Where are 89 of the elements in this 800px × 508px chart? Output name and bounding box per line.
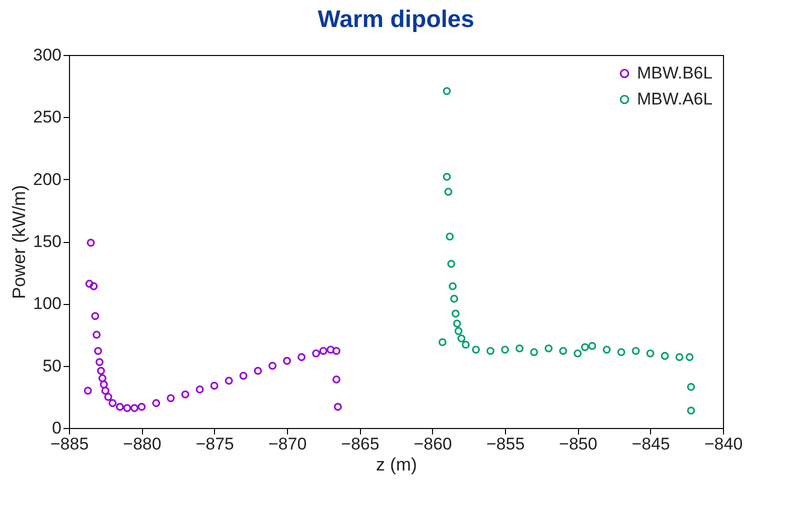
point	[686, 353, 694, 362]
point	[448, 282, 457, 290]
point	[516, 344, 524, 352]
x-tick-label: −845	[632, 434, 670, 454]
point	[92, 330, 101, 339]
point	[319, 346, 328, 355]
point	[283, 356, 291, 365]
point	[332, 346, 340, 355]
point	[452, 310, 460, 318]
y-tick-label: 100	[33, 294, 62, 314]
point	[544, 344, 553, 352]
point	[108, 399, 117, 408]
point	[453, 320, 461, 328]
point	[446, 232, 454, 240]
point	[462, 340, 470, 349]
point	[559, 346, 568, 355]
point	[90, 282, 98, 290]
point	[86, 238, 95, 247]
point	[444, 188, 452, 196]
x-tick-label: −885	[50, 434, 89, 454]
point	[617, 348, 626, 356]
x-tick-label: −865	[341, 434, 380, 454]
point	[646, 349, 654, 358]
point	[268, 362, 276, 370]
point	[442, 87, 451, 96]
point	[138, 402, 146, 411]
point	[166, 394, 175, 402]
point	[501, 346, 509, 354]
point	[298, 353, 306, 362]
point	[632, 346, 640, 355]
point	[254, 366, 262, 375]
point	[94, 346, 102, 355]
point	[98, 374, 106, 382]
y-axis-title: Power (kW/m)	[9, 185, 30, 299]
point	[123, 404, 132, 412]
point	[602, 346, 611, 354]
point	[486, 346, 494, 355]
point	[104, 392, 112, 401]
y-tick-label: 300	[33, 46, 62, 64]
x-tick-label: −850	[559, 434, 598, 454]
point	[130, 404, 138, 412]
point	[210, 382, 218, 390]
point	[181, 390, 190, 398]
point	[196, 386, 204, 394]
point	[84, 386, 92, 395]
x-tick-label: −875	[196, 434, 234, 454]
point	[224, 376, 233, 385]
point	[332, 376, 340, 384]
point	[312, 349, 320, 358]
point	[457, 334, 466, 342]
point	[91, 312, 100, 320]
point	[530, 348, 538, 356]
point	[101, 386, 110, 395]
y-tick-label: 50	[42, 356, 62, 376]
point	[660, 352, 669, 360]
point	[472, 346, 480, 354]
x-axis-title: z (m)	[376, 454, 417, 474]
legend-label: MBW.A6L	[637, 90, 713, 108]
x-tick-label: −880	[123, 434, 162, 454]
point	[326, 346, 335, 354]
point	[574, 349, 582, 358]
point	[239, 372, 248, 380]
x-tick-label: −860	[414, 434, 452, 454]
x-tick-label: −855	[486, 434, 525, 454]
point	[450, 294, 458, 303]
y-tick-label: 0	[52, 418, 62, 438]
y-tick-label: 200	[33, 170, 62, 189]
point	[116, 402, 124, 411]
chart-title: Warm dipoles	[318, 6, 474, 33]
point	[97, 366, 105, 375]
legend-label: MBW.B6L	[637, 64, 713, 82]
point	[588, 342, 596, 350]
x-tick-label: −870	[268, 434, 307, 454]
point	[438, 338, 446, 346]
point	[580, 343, 589, 352]
point	[447, 260, 456, 268]
point	[675, 353, 684, 362]
point	[687, 383, 695, 391]
point	[442, 172, 451, 181]
y-tick-label: 150	[33, 232, 62, 251]
point	[687, 406, 695, 415]
y-tick-label: 250	[33, 108, 62, 127]
point	[85, 280, 94, 288]
point	[454, 327, 462, 335]
x-tick-label: −840	[704, 434, 743, 454]
point	[152, 399, 160, 408]
point	[100, 380, 108, 388]
point	[334, 402, 342, 411]
point	[96, 358, 104, 366]
